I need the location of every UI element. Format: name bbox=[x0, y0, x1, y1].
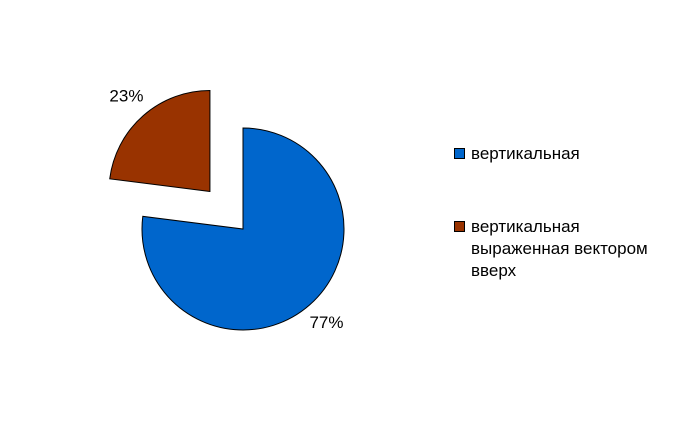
pie-slice bbox=[109, 89, 211, 193]
data-label: 23% bbox=[109, 86, 143, 105]
legend-label: вертикальная выраженная вектором вверх bbox=[471, 217, 648, 280]
legend-swatch bbox=[454, 221, 465, 232]
legend-label: вертикальная bbox=[471, 144, 580, 163]
pie-slice bbox=[141, 127, 345, 331]
data-label: 77% bbox=[309, 313, 343, 332]
legend-swatch bbox=[454, 148, 465, 159]
